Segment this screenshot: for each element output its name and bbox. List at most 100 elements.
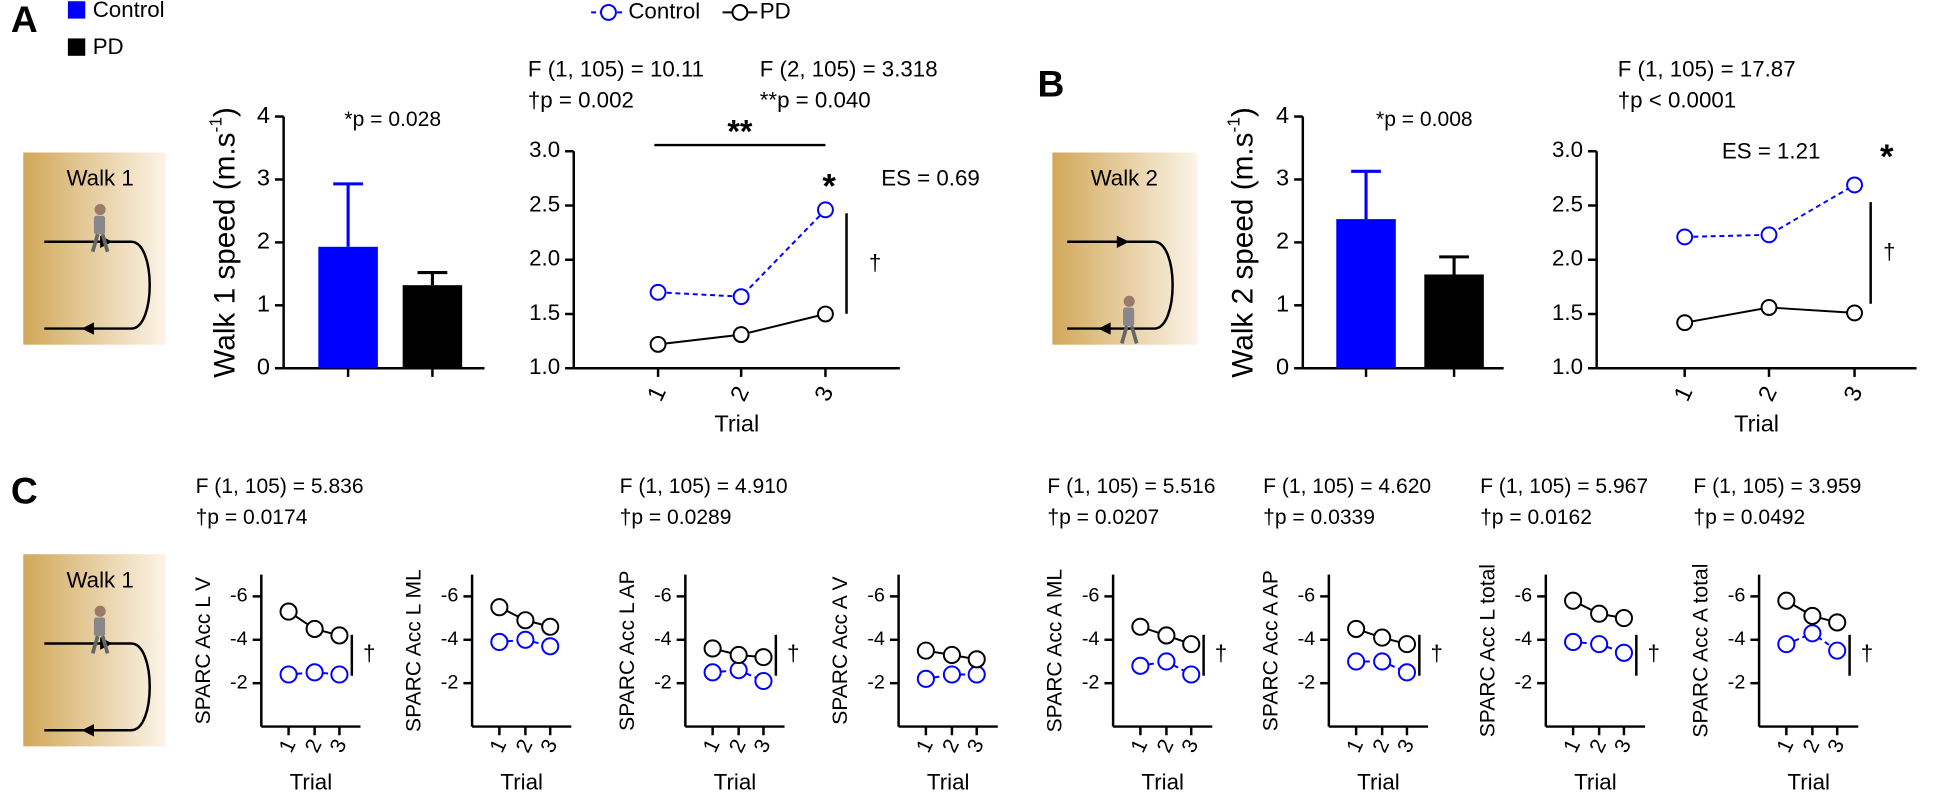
point (729, 661, 748, 680)
point (1131, 656, 1150, 675)
point (279, 602, 298, 621)
point (817, 305, 834, 323)
point (516, 611, 535, 630)
annotation: † (363, 641, 375, 666)
y-tick-label: -2 (1515, 671, 1533, 693)
point (516, 630, 535, 649)
y-tick-label: 2 (1276, 228, 1289, 254)
y-tick-label: -4 (230, 628, 248, 650)
y-tick-label: -4 (441, 628, 459, 650)
point (541, 617, 560, 636)
annotation: * (1880, 138, 1894, 176)
annotation: †p = 0.002 (528, 88, 634, 113)
point (1777, 635, 1796, 654)
bar (318, 246, 378, 369)
y-tick-label: 1.5 (529, 300, 560, 325)
y-tick-label: 0 (1276, 353, 1289, 379)
annotation: *p = 0.028 (344, 108, 441, 131)
y-axis-label-part: ) (1226, 107, 1259, 117)
panel-label: C (11, 469, 38, 511)
annotation: *p = 0.008 (1376, 108, 1473, 131)
y-axis-label: SPARC Acc L AP (616, 570, 639, 730)
point (1157, 626, 1176, 645)
y-tick-label: 2.5 (529, 191, 560, 216)
point (1182, 665, 1201, 684)
point (490, 598, 509, 617)
x-tick-label: 1 (1669, 382, 1698, 405)
x-tick-label: 1 (1773, 736, 1799, 756)
y-tick-label: 0 (257, 353, 270, 379)
point (1373, 652, 1392, 671)
y-tick-label: 1.5 (1552, 300, 1583, 325)
point (967, 650, 986, 669)
x-tick-label: 3 (1823, 736, 1849, 756)
point (1803, 624, 1822, 643)
y-axis-label-part: -1 (1223, 117, 1243, 132)
x-tick-label: 3 (750, 736, 776, 756)
x-axis-label: Trial (1357, 769, 1400, 794)
x-tick-label: 2 (512, 736, 538, 756)
y-tick-label: 1 (257, 291, 270, 317)
point (1676, 314, 1694, 332)
annotation: †p = 0.0289 (620, 506, 732, 529)
point (1131, 617, 1150, 636)
x-tick-label: 3 (536, 736, 562, 756)
point (754, 671, 773, 691)
point (916, 669, 935, 688)
annotation: F (1, 105) = 5.836 (196, 475, 364, 498)
legend-label: Control (93, 0, 165, 22)
y-axis-label: SPARC Acc A ML (1044, 569, 1067, 733)
y-axis-label: Walk 1 speed (m.s-1) (205, 107, 241, 378)
y-tick-label: 1 (1276, 291, 1289, 317)
point (967, 665, 986, 684)
point (305, 619, 324, 638)
annotation: † (1883, 239, 1895, 264)
point (1590, 635, 1609, 654)
y-tick-label: 3 (1276, 165, 1289, 191)
panel-label: A (11, 0, 38, 40)
point (1828, 613, 1847, 632)
legend-swatch (67, 1, 86, 19)
annotation: F (1, 105) = 4.910 (620, 475, 788, 498)
point (1614, 609, 1633, 628)
y-axis-label: SPARC Acc L V (192, 577, 215, 725)
y-axis-label: SPARC Acc A total (1690, 564, 1713, 738)
x-tick-label: 2 (725, 736, 751, 756)
walk-diagram: Walk 2 (1052, 152, 1198, 345)
annotation: F (1, 105) = 17.87 (1618, 57, 1796, 82)
y-tick-label: 3.0 (529, 137, 560, 162)
x-axis-label: Trial (714, 410, 759, 436)
point (1373, 628, 1392, 647)
annotation: F (1, 105) = 3.959 (1693, 475, 1861, 498)
point (942, 665, 961, 684)
point (1564, 591, 1583, 610)
legend-label: PD (760, 0, 791, 23)
annotation: **p = 0.040 (760, 88, 871, 113)
y-tick-label: 1.0 (529, 354, 560, 379)
y-tick-label: 2.0 (529, 246, 560, 271)
point (1846, 304, 1863, 322)
y-tick-label: 3 (257, 165, 270, 191)
y-tick-label: -4 (1298, 628, 1316, 650)
point (330, 626, 349, 645)
annotation: † (1431, 641, 1443, 666)
annotation: †p = 0.0207 (1047, 506, 1159, 529)
x-axis-label: Trial (500, 769, 543, 794)
point (1828, 641, 1847, 660)
diagram-label: Walk 1 (66, 166, 133, 191)
y-tick-label: -6 (1298, 585, 1316, 607)
x-tick-label: 3 (326, 736, 352, 756)
x-axis-label: Trial (714, 769, 757, 794)
y-tick-label: -4 (654, 628, 672, 650)
annotation: F (1, 105) = 5.967 (1480, 475, 1648, 498)
y-tick-label: -2 (441, 671, 459, 693)
series-line (1684, 184, 1856, 238)
y-tick-label: -6 (441, 585, 459, 607)
x-tick-label: 3 (1838, 382, 1867, 405)
y-tick-label: 2.0 (1552, 246, 1583, 271)
y-axis-label: Walk 2 speed (m.s-1) (1223, 107, 1259, 378)
y-axis-label-part: Walk 2 speed (m.s (1226, 132, 1259, 377)
y-tick-label: -6 (230, 585, 248, 607)
point (703, 663, 722, 682)
